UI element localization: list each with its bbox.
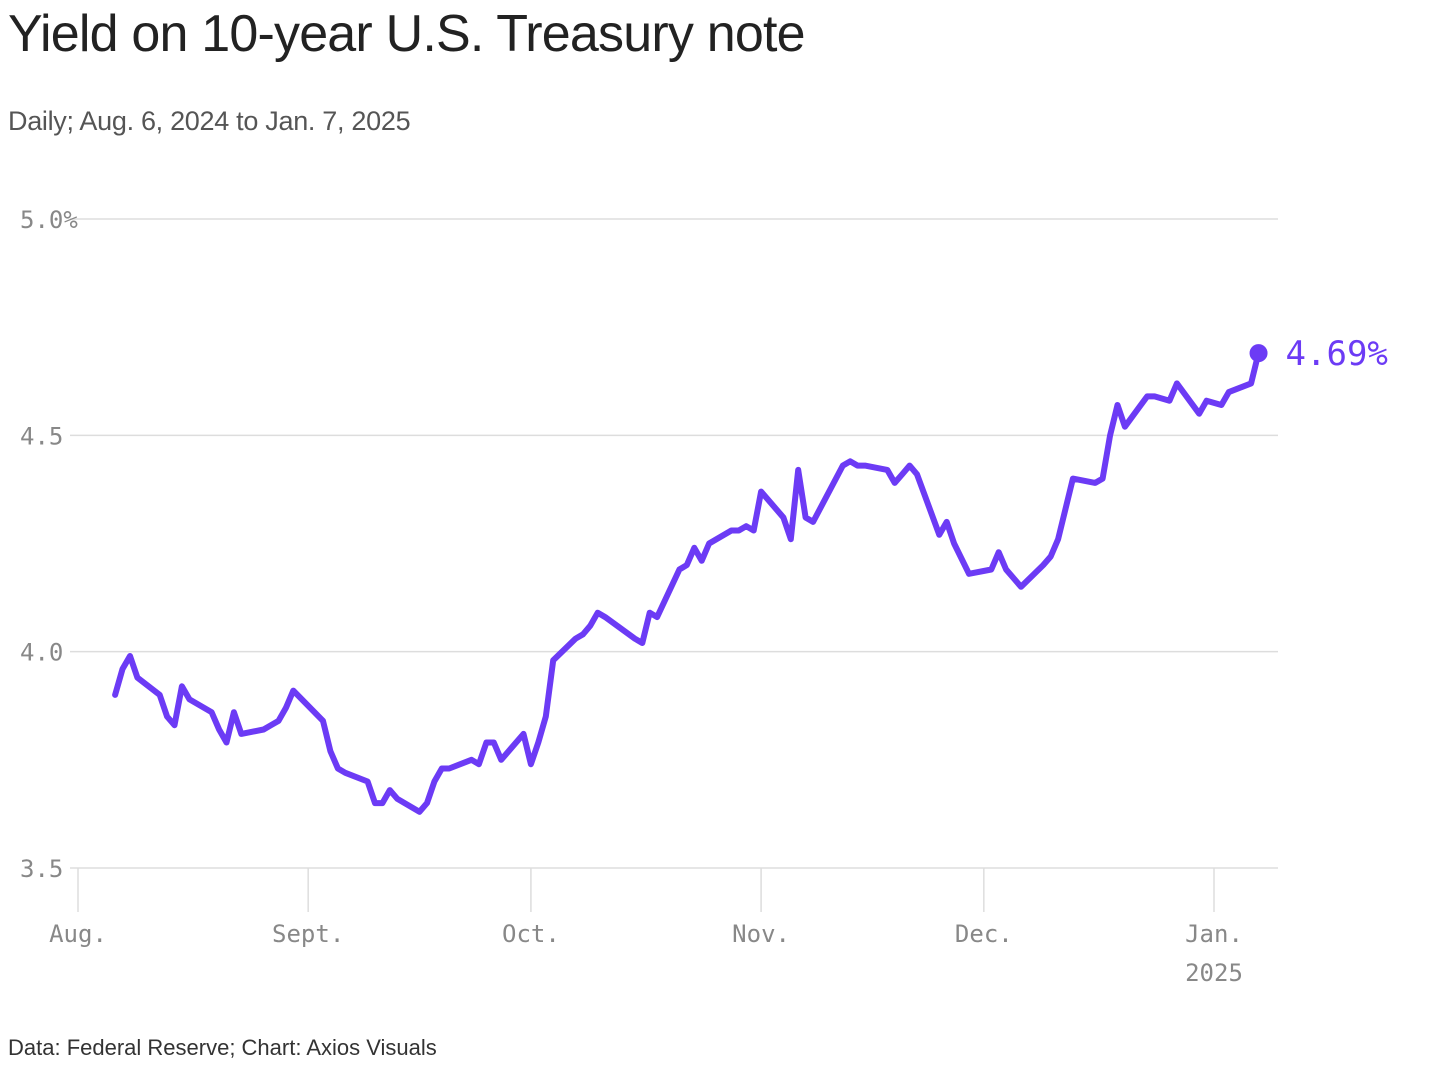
y-tick-label: 4.0 — [20, 639, 63, 667]
x-tick-label: Aug. — [49, 920, 107, 948]
x-tick-label: Dec. — [955, 920, 1013, 948]
x-axis-ticks: Aug. Sept. Oct. Nov. Dec. Jan. 2025 — [49, 868, 1243, 987]
series-layer: 4.69% — [112, 334, 1388, 815]
chart-subtitle: Daily; Aug. 6, 2024 to Jan. 7, 2025 — [8, 106, 411, 136]
gridlines — [70, 218, 1278, 869]
last-value-point — [1249, 344, 1268, 363]
last-value-label: 4.69% — [1286, 334, 1388, 374]
yield-series-line — [112, 350, 1262, 815]
y-tick-label: 4.5 — [20, 422, 63, 450]
x-tick-label: Oct. — [502, 920, 560, 948]
chart-title: Yield on 10-year U.S. Treasury note — [8, 5, 806, 63]
y-axis-ticks: 5.0% 4.5 4.0 3.5 — [20, 206, 78, 883]
y-tick-label: 3.5 — [20, 855, 63, 883]
x-tick-label: Nov. — [732, 920, 790, 948]
y-tick-label: 5.0% — [20, 206, 78, 234]
x-tick-year-label: 2025 — [1185, 959, 1243, 987]
x-tick-label: Jan. — [1185, 920, 1243, 948]
x-tick-label: Sept. — [272, 920, 344, 948]
chart-source-note: Data: Federal Reserve; Chart: Axios Visu… — [8, 1035, 437, 1060]
